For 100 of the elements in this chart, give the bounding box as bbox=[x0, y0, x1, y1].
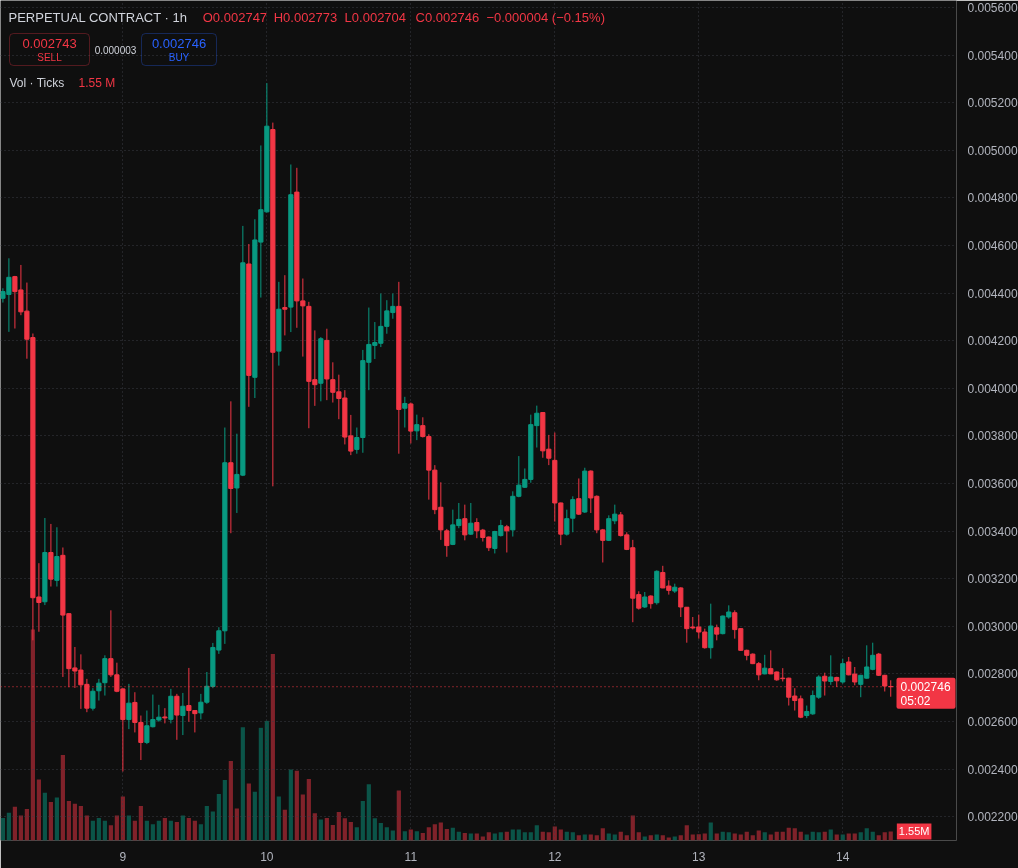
y-tick-label: 0.003800 bbox=[967, 429, 1018, 444]
bar bbox=[42, 792, 47, 841]
bar bbox=[252, 791, 257, 841]
bar bbox=[318, 819, 323, 841]
annotation: 0.000003 bbox=[94, 44, 137, 56]
bar bbox=[342, 818, 347, 841]
candlestick bbox=[402, 396, 408, 429]
bar bbox=[66, 801, 71, 841]
bar bbox=[624, 835, 629, 841]
annotation: Vol · Ticks bbox=[9, 75, 65, 90]
bar bbox=[126, 815, 131, 841]
bar bbox=[246, 783, 251, 841]
bar bbox=[12, 806, 17, 841]
candlestick bbox=[126, 683, 132, 730]
bar bbox=[96, 817, 101, 841]
candlestick bbox=[840, 658, 846, 685]
bar bbox=[114, 815, 119, 841]
bar bbox=[138, 806, 143, 841]
annotation: 0.002746 bbox=[151, 36, 207, 51]
bar bbox=[258, 727, 263, 841]
bar bbox=[78, 806, 83, 841]
bar bbox=[438, 822, 443, 841]
bar bbox=[546, 832, 551, 841]
bar bbox=[102, 820, 107, 841]
bar bbox=[792, 828, 797, 841]
bar bbox=[864, 828, 869, 841]
y-tick-label: 0.005000 bbox=[967, 143, 1018, 158]
candlestick bbox=[576, 477, 582, 516]
bar bbox=[642, 836, 647, 841]
bar bbox=[312, 813, 317, 841]
bar bbox=[372, 818, 377, 841]
bar bbox=[180, 815, 185, 841]
bar bbox=[90, 820, 95, 841]
bar bbox=[882, 832, 887, 841]
bar bbox=[132, 820, 137, 841]
annotation: 1.55 M bbox=[78, 75, 116, 90]
bar bbox=[648, 835, 653, 841]
bar bbox=[210, 811, 215, 841]
bar bbox=[84, 815, 89, 841]
y-tick-label: 0.005400 bbox=[967, 48, 1018, 63]
annotation: BUY bbox=[168, 52, 190, 63]
bar bbox=[54, 797, 59, 841]
bar bbox=[414, 831, 419, 841]
candlestick bbox=[162, 707, 168, 724]
candlestick bbox=[462, 504, 468, 541]
x-tick-label: 11 bbox=[404, 849, 418, 864]
y-tick-label: 0.004200 bbox=[967, 334, 1018, 349]
bar bbox=[498, 832, 503, 841]
bar bbox=[522, 832, 527, 841]
bar bbox=[300, 794, 305, 841]
bar bbox=[444, 828, 449, 841]
bar bbox=[162, 817, 167, 841]
bar bbox=[486, 832, 491, 841]
bar bbox=[402, 831, 407, 841]
bar bbox=[324, 817, 329, 841]
bar bbox=[276, 796, 281, 841]
bar bbox=[426, 827, 431, 841]
annotation: H0.002773 bbox=[273, 10, 338, 25]
bar bbox=[294, 770, 299, 841]
candlestick bbox=[96, 678, 102, 702]
bar bbox=[396, 790, 401, 841]
bar bbox=[234, 808, 239, 841]
bar bbox=[192, 820, 197, 841]
bar bbox=[48, 802, 53, 841]
candlestick bbox=[90, 687, 96, 712]
y-tick-label: 0.002800 bbox=[967, 667, 1018, 682]
bar bbox=[594, 835, 599, 841]
annotation: −0.000004 (−0.15%) bbox=[486, 10, 605, 25]
y-tick-label: 0.003400 bbox=[967, 524, 1018, 539]
bar bbox=[636, 832, 641, 841]
bar bbox=[366, 784, 371, 841]
x-tick-label: 14 bbox=[836, 849, 850, 864]
bar bbox=[528, 832, 533, 841]
bar bbox=[354, 827, 359, 841]
bar bbox=[330, 824, 335, 841]
bar bbox=[630, 815, 635, 841]
annotation: 1.55M bbox=[898, 825, 930, 838]
bar bbox=[222, 779, 227, 841]
y-tick-label: 0.004800 bbox=[967, 191, 1018, 206]
bar bbox=[204, 806, 209, 841]
candlestick bbox=[708, 603, 714, 660]
bar bbox=[282, 809, 287, 841]
candlestick bbox=[762, 654, 768, 675]
annotation: C0.002746 bbox=[415, 10, 480, 25]
bar bbox=[534, 825, 539, 841]
candlestick bbox=[414, 414, 420, 441]
bar bbox=[348, 821, 353, 841]
bar bbox=[228, 760, 233, 841]
bar bbox=[30, 629, 35, 841]
bar bbox=[0, 817, 5, 841]
x-tick-label: 10 bbox=[260, 849, 274, 864]
x-tick-label: 13 bbox=[692, 849, 706, 864]
candlestick bbox=[468, 502, 474, 536]
bar bbox=[24, 809, 29, 841]
candlestick bbox=[174, 693, 180, 741]
bar bbox=[678, 835, 683, 841]
y-tick-label: 0.002400 bbox=[967, 762, 1018, 777]
annotation: SELL bbox=[37, 52, 63, 63]
bar bbox=[198, 824, 203, 841]
y-tick-label: 0.002200 bbox=[967, 810, 1018, 825]
